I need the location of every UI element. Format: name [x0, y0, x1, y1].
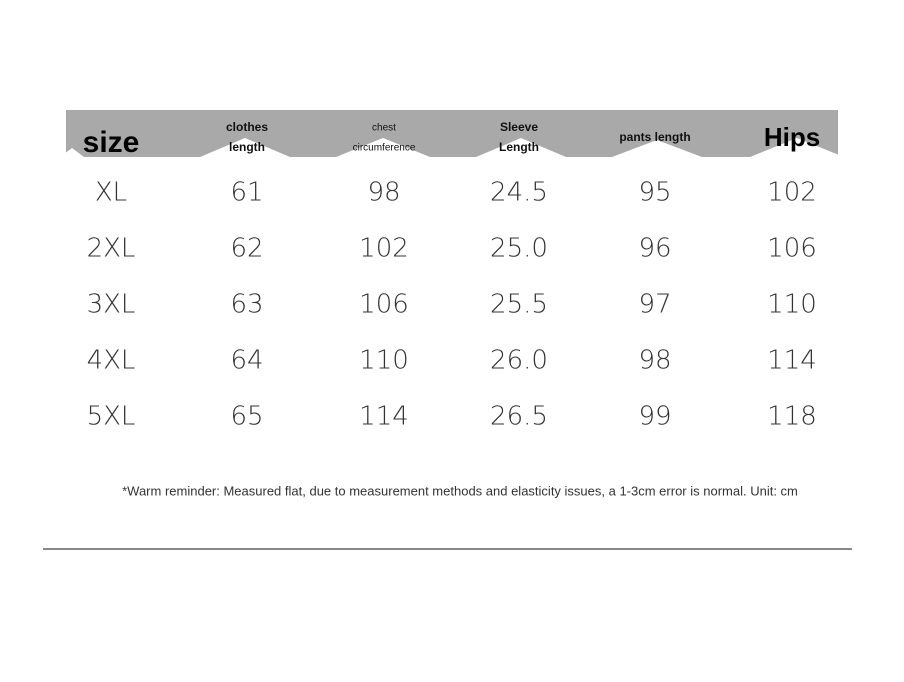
cell: 25.5	[490, 290, 548, 320]
cell: 61	[230, 178, 263, 208]
header-cell: clothes	[226, 120, 268, 134]
cell: 102	[359, 234, 409, 264]
note: *Warm reminder: Measured flat, due to me…	[122, 483, 798, 498]
cell: 26.5	[490, 402, 548, 432]
cell: 26.0	[490, 346, 548, 376]
cell: 106	[359, 290, 409, 320]
cell: 96	[638, 234, 671, 264]
cell: 118	[767, 402, 817, 432]
cell: 99	[638, 402, 671, 432]
cell: 110	[359, 346, 409, 376]
header-band	[66, 110, 838, 157]
cell: 25.0	[490, 234, 548, 264]
cell: 24.5	[490, 178, 548, 208]
header-notches	[60, 138, 844, 157]
header-cell: length	[229, 140, 265, 154]
cell: 62	[230, 234, 263, 264]
header-cell: circumference	[353, 143, 416, 154]
header-cell: Hips	[764, 122, 820, 152]
cell: 4XL	[87, 346, 136, 376]
cell: 3XL	[87, 290, 136, 320]
header-cell: pants length	[619, 130, 690, 144]
cell: 95	[638, 178, 671, 208]
cell: 114	[767, 346, 817, 376]
cell: 98	[367, 178, 400, 208]
cell: 63	[230, 290, 263, 320]
header-cell: size	[83, 126, 140, 159]
cell: 114	[359, 402, 409, 432]
header-cell: chest	[372, 123, 396, 134]
cell: 97	[638, 290, 671, 320]
header-cell: Sleeve	[500, 120, 538, 134]
cell: 64	[230, 346, 263, 376]
cell: 5XL	[87, 402, 136, 432]
cell: 65	[230, 402, 263, 432]
cell: 106	[767, 234, 817, 264]
cell: 110	[767, 290, 817, 320]
cell: 2XL	[87, 234, 136, 264]
header-cell: Length	[499, 140, 539, 154]
cell: 102	[767, 178, 817, 208]
cell: 98	[638, 346, 671, 376]
cell: XL	[95, 178, 127, 208]
